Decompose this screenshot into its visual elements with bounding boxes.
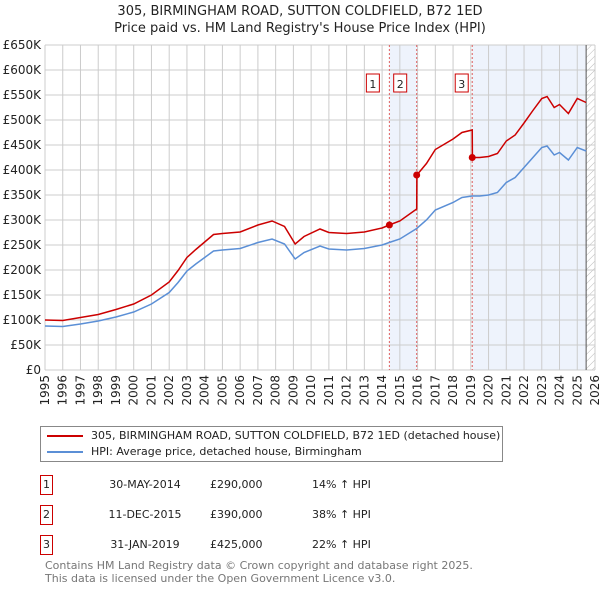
x-tick-label: 2018 bbox=[446, 375, 460, 406]
x-tick-label: 2023 bbox=[535, 375, 549, 406]
sale-point bbox=[413, 171, 421, 179]
sale-price: £290,000 bbox=[210, 478, 263, 491]
x-tick-label: 2020 bbox=[482, 375, 496, 406]
shaded-region bbox=[389, 45, 417, 370]
sale-label: 2 bbox=[397, 78, 404, 91]
shaded-region bbox=[472, 45, 587, 370]
y-tick-label: £300K bbox=[3, 213, 43, 227]
sale-hpi: 22% ↑ HPI bbox=[312, 538, 371, 551]
sale-date: 31-JAN-2019 bbox=[110, 538, 180, 551]
sale-row: 2 11-DEC-2015 £390,000 38% ↑ HPI bbox=[40, 505, 540, 525]
footer-copyright: Contains HM Land Registry data © Crown c… bbox=[45, 559, 473, 572]
x-tick-label: 1999 bbox=[109, 375, 123, 406]
x-tick-label: 2002 bbox=[162, 375, 176, 406]
x-tick-label: 1997 bbox=[73, 375, 87, 406]
price-chart: 1995 1996 1997 1998 1999 2000 2001 2002 2003 2004… bbox=[3, 38, 600, 406]
legend-hpi: HPI: Average price, detached house, Birm… bbox=[91, 445, 362, 458]
x-tick-label: 2024 bbox=[553, 375, 567, 406]
y-tick-label: £100K bbox=[3, 313, 43, 327]
x-tick-label: 2014 bbox=[375, 375, 389, 406]
y-tick-label: £400K bbox=[3, 163, 43, 177]
y-tick-label: £350K bbox=[3, 188, 43, 202]
sale-label-box bbox=[393, 73, 408, 93]
x-tick-label: 2000 bbox=[127, 375, 141, 406]
y-tick-label: £650K bbox=[3, 38, 43, 52]
x-tick-label: 2008 bbox=[269, 375, 283, 406]
x-tick-label: 2016 bbox=[411, 375, 425, 406]
sale-point bbox=[385, 221, 393, 229]
x-tick-label: 2001 bbox=[144, 375, 158, 406]
x-tick-label: 2019 bbox=[464, 375, 478, 406]
x-tick-label: 2022 bbox=[517, 375, 531, 406]
sale-price: £390,000 bbox=[210, 508, 263, 521]
x-tick-label: 2017 bbox=[428, 375, 442, 406]
x-tick-label: 2012 bbox=[340, 375, 354, 406]
footer-licence: This data is licensed under the Open Gov… bbox=[45, 572, 396, 585]
sale-label: 1 bbox=[369, 78, 376, 91]
legend-property: 305, BIRMINGHAM ROAD, SUTTON COLDFIELD, … bbox=[91, 429, 501, 442]
sale-hpi: 14% ↑ HPI bbox=[312, 478, 371, 491]
chart-subtitle: Price paid vs. HM Land Registry's House … bbox=[114, 21, 486, 36]
y-tick-label: £250K bbox=[3, 238, 43, 252]
legend-red-line bbox=[47, 434, 83, 437]
x-tick-label: 2010 bbox=[304, 375, 318, 406]
x-tick-label: 2011 bbox=[322, 375, 336, 406]
sale-row: 1 30-MAY-2014 £290,000 14% ↑ HPI bbox=[40, 475, 540, 495]
legend-blue-line bbox=[47, 450, 83, 453]
x-tick-label: 2003 bbox=[180, 375, 194, 406]
sale-date: 30-MAY-2014 bbox=[109, 478, 181, 491]
x-tick-label: 2013 bbox=[357, 375, 371, 406]
x-tick-label: 2015 bbox=[393, 375, 407, 406]
sale-label: 3 bbox=[458, 78, 465, 91]
sale-date: 11-DEC-2015 bbox=[108, 508, 182, 521]
y-tick-label: £500K bbox=[3, 113, 43, 127]
chart-title: 305, BIRMINGHAM ROAD, SUTTON COLDFIELD, … bbox=[117, 4, 483, 19]
sale-marker: 1 bbox=[40, 475, 53, 495]
y-tick-label: £150K bbox=[3, 288, 43, 302]
x-tick-label: 2026 bbox=[588, 375, 600, 406]
x-tick-label: 1996 bbox=[56, 375, 70, 406]
x-tick-label: 2021 bbox=[499, 375, 513, 406]
sale-label-box bbox=[365, 73, 380, 93]
x-tick-label: 1995 bbox=[38, 375, 52, 406]
x-tick-label: 1998 bbox=[91, 375, 105, 406]
y-tick-label: £550K bbox=[3, 88, 43, 102]
legend: 305, BIRMINGHAM ROAD, SUTTON COLDFIELD, … bbox=[40, 426, 503, 462]
x-tick-label: 2007 bbox=[251, 375, 265, 406]
x-tick-label: 2004 bbox=[198, 375, 212, 406]
y-tick-label: £600K bbox=[3, 63, 43, 77]
sale-price: £425,000 bbox=[210, 538, 263, 551]
x-tick-label: 2025 bbox=[570, 375, 584, 406]
sale-marker: 3 bbox=[40, 535, 53, 555]
property-price-line bbox=[44, 95, 587, 322]
y-tick-label: £50K bbox=[10, 338, 42, 352]
sale-row: 3 31-JAN-2019 £425,000 22% ↑ HPI bbox=[40, 535, 540, 555]
sale-label-box bbox=[454, 73, 469, 93]
x-tick-label: 2005 bbox=[215, 375, 229, 406]
sale-marker: 2 bbox=[40, 505, 53, 525]
sale-hpi: 38% ↑ HPI bbox=[312, 508, 371, 521]
hpi-line bbox=[44, 145, 587, 328]
y-tick-label: £0 bbox=[26, 363, 41, 377]
y-tick-label: £200K bbox=[3, 263, 43, 277]
sale-point bbox=[468, 154, 476, 161]
forecast-hatch bbox=[586, 45, 595, 370]
y-tick-label: £450K bbox=[3, 138, 43, 152]
x-tick-label: 2009 bbox=[286, 375, 300, 406]
x-tick-label: 2006 bbox=[233, 375, 247, 406]
